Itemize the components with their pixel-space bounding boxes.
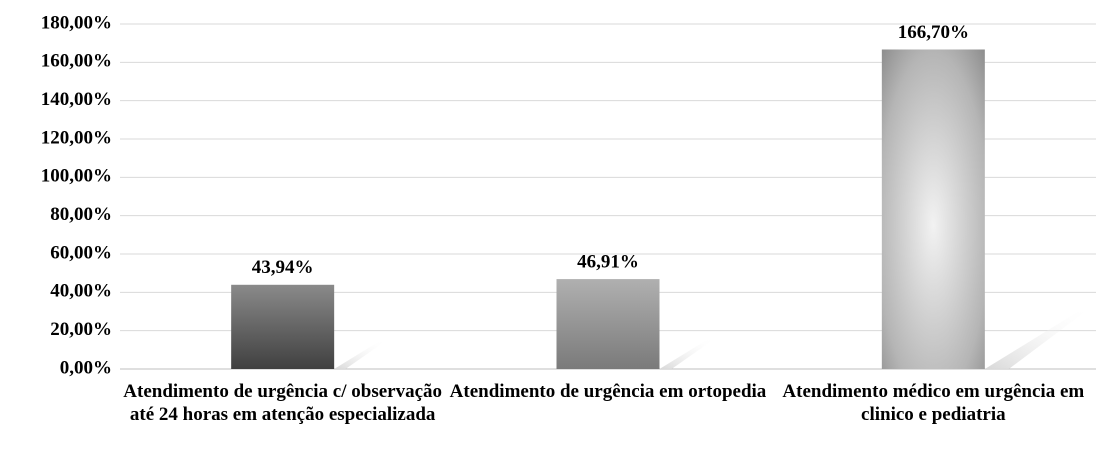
y-tick-label: 0,00% <box>60 357 112 378</box>
x-tick-label: Atendimento médico em urgência em clinic… <box>782 381 1085 425</box>
bar-shadow <box>659 336 713 369</box>
bar <box>556 279 660 369</box>
y-tick-label: 60,00% <box>50 242 112 263</box>
data-label: 46,91% <box>577 251 639 272</box>
y-tick-label: 180,00% <box>41 12 112 33</box>
y-tick-label: 20,00% <box>50 319 112 340</box>
bar <box>231 284 335 369</box>
data-label: 43,94% <box>252 257 314 278</box>
data-label: 166,70% <box>898 22 969 43</box>
y-tick-label: 140,00% <box>41 89 112 110</box>
y-tick-label: 160,00% <box>41 51 112 72</box>
y-tick-label: 120,00% <box>41 127 112 148</box>
y-tick-label: 80,00% <box>50 204 112 225</box>
bar-shadow <box>984 305 1089 369</box>
x-tick-label: Atendimento de urgência em ortopedia <box>449 381 767 402</box>
x-tick-label: Atendimento de urgência c/ observação at… <box>123 381 443 425</box>
bar <box>881 49 985 369</box>
y-tick-label: 100,00% <box>41 166 112 187</box>
bar-shadow <box>334 338 384 369</box>
y-tick-label: 40,00% <box>50 281 112 302</box>
